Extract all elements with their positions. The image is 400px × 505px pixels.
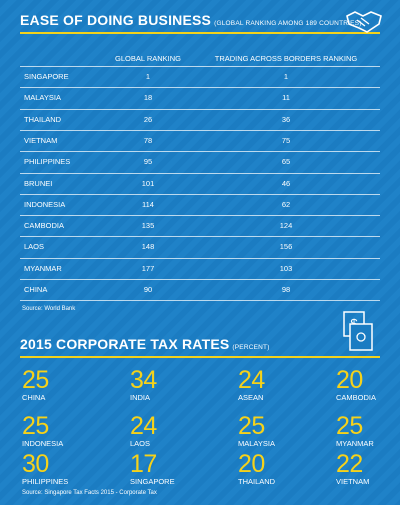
tax-rate: 34 (130, 366, 157, 394)
rank: 90 (143, 285, 153, 294)
country: THAILAND (24, 114, 62, 124)
tax-rate: 25 (22, 412, 49, 440)
row-separator (20, 108, 380, 110)
rank: 156 (279, 242, 293, 252)
rank: 1 (145, 72, 151, 81)
source: Source: World Bank (22, 306, 76, 312)
country: MALAYSIA (24, 93, 61, 103)
tax-rate: 25 (22, 366, 49, 394)
rank: 103 (279, 263, 293, 273)
rank: 11 (282, 93, 290, 103)
subtitle: (PERCENT) (232, 344, 270, 351)
country: INDONESIA (22, 439, 64, 448)
tax-rate: 25 (336, 412, 363, 440)
rank: 95 (143, 157, 153, 167)
country: VIETNAM (24, 135, 58, 145)
rank: 65 (281, 157, 291, 167)
section-title: 2015 CORPORATE TAX RATES (PERCENT) (20, 336, 270, 352)
country: MALAYSIA (238, 439, 275, 448)
country: SINGAPORE (24, 72, 69, 81)
rank: 114 (142, 199, 154, 209)
tax-rate: 20 (336, 366, 363, 394)
rank: 46 (281, 178, 291, 188)
country: MYANMAR (336, 439, 374, 448)
country: INDONESIA (24, 199, 66, 209)
column-header: TRADING ACROSS BORDERS RANKING (214, 54, 358, 63)
rank: 78 (143, 135, 153, 145)
rank: 18 (143, 93, 153, 103)
row-separator (20, 172, 380, 174)
rank: 124 (279, 221, 293, 231)
tax-rate: 17 (130, 450, 157, 478)
rank: 75 (281, 135, 291, 145)
country: PHILIPPINES (24, 157, 71, 167)
row-separator (20, 87, 380, 89)
row-separator (20, 215, 380, 217)
country: ASEAN (238, 393, 264, 402)
rank: 98 (281, 285, 291, 294)
country: LAOS (130, 439, 151, 448)
country: SINGAPORE (130, 477, 175, 486)
row-separator (20, 257, 380, 259)
rank: 36 (281, 114, 291, 124)
country: VIETNAM (336, 477, 370, 486)
tax-icon: $ (343, 311, 373, 351)
country: CHINA (24, 285, 48, 294)
rank: 101 (141, 178, 155, 188)
tax-rate: 24 (130, 412, 157, 440)
row-separator (20, 129, 380, 131)
row-separator (20, 193, 380, 195)
title-rule (20, 32, 380, 34)
country: INDIA (130, 393, 151, 402)
country: CAMBODIA (24, 221, 65, 231)
rank: 177 (141, 263, 155, 273)
tax-rate: 25 (238, 412, 265, 440)
tax-rate: 20 (238, 450, 265, 478)
handshake-icon (346, 11, 382, 33)
country: CAMBODIA (336, 393, 377, 402)
country: PHILIPPINES (22, 477, 69, 486)
country: BRUNEI (24, 178, 53, 188)
country: LAOS (24, 242, 45, 252)
country: CHINA (22, 393, 46, 402)
tax-rate: 22 (336, 450, 363, 478)
rank: 62 (281, 199, 291, 209)
rank: 135 (141, 221, 155, 231)
title-rule (20, 356, 380, 358)
country: THAILAND (238, 477, 276, 486)
tax-rate: 24 (238, 366, 265, 394)
section-title: EASE OF DOING BUSINESS (GLOBAL RANKING AM… (20, 12, 362, 28)
column-header: GLOBAL RANKING (115, 54, 181, 63)
rank: 148 (141, 242, 155, 252)
row-separator (20, 236, 380, 238)
row-separator (20, 66, 380, 67)
row-separator (20, 151, 380, 153)
country: MYANMAR (24, 263, 62, 273)
title-text: 2015 CORPORATE TAX RATES (20, 336, 230, 352)
tax-rate: 30 (22, 450, 49, 478)
subtitle: (GLOBAL RANKING AMONG 189 COUNTRIES) (214, 20, 362, 27)
row-separator (20, 300, 380, 302)
row-separator (20, 279, 380, 280)
rank: 26 (143, 114, 153, 124)
source: Source: Singapore Tax Facts 2015 - Corpo… (22, 490, 157, 496)
title-text: EASE OF DOING BUSINESS (20, 12, 212, 28)
rank: 1 (283, 72, 289, 81)
